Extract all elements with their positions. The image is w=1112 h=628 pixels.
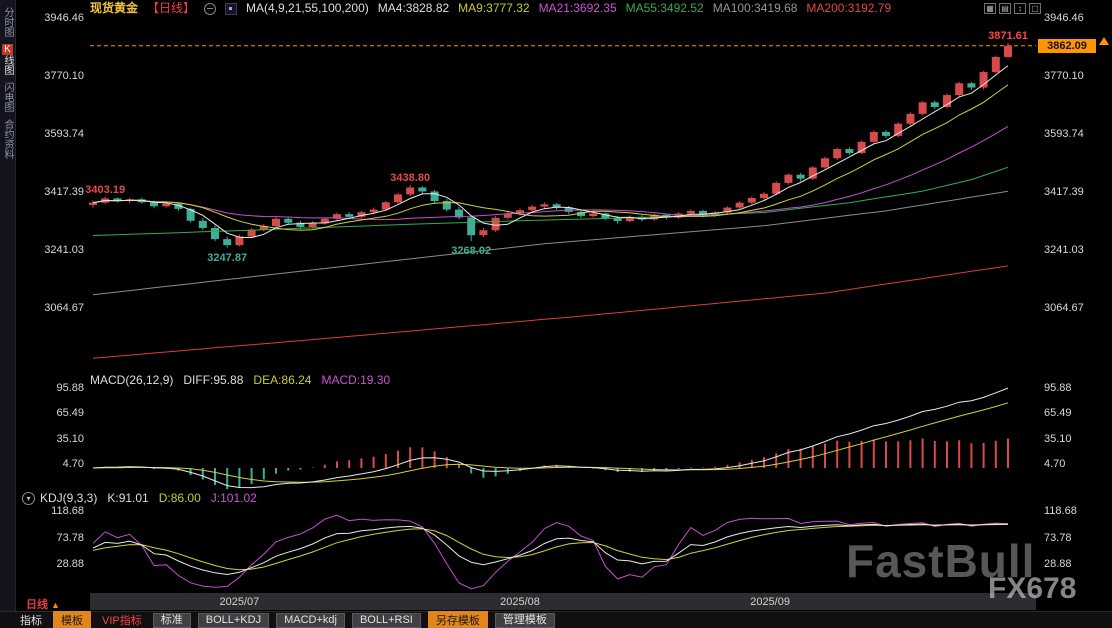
kdj-panel-header: KDJ(9,3,3) K:91.01 D:86.00 J:101.02 [40, 491, 257, 505]
x-axis-label: 2025/08 [500, 596, 540, 608]
kdj-j-value: J:101.02 [210, 491, 257, 505]
time-axis[interactable] [90, 593, 1036, 610]
chevron-down-icon: ▾ [26, 494, 31, 503]
candles-layer [89, 42, 1012, 248]
macd-panel-header: MACD(26,12,9) DIFF:95.88 DEA:86.24 MACD:… [90, 373, 390, 387]
new-window-icon[interactable]: ▢ [1029, 3, 1041, 14]
axis-tick-label: 3064.67 [1044, 302, 1084, 314]
kdj-d-value: D:86.00 [158, 491, 201, 505]
resize-icon[interactable]: ↕ [1014, 3, 1026, 14]
macd-params-label[interactable]: MACD(26,12,9) [90, 373, 174, 387]
axis-tick-label: 4.70 [1044, 458, 1066, 470]
grid-view-icon[interactable]: ▦ [984, 3, 996, 14]
sidebar-tab-kline-label: 线图 [2, 55, 13, 75]
ma100-value: MA100:3419.68 [712, 1, 798, 15]
indicator-header: 现货黄金 【日线】 MA(4,9,21,55,100,200) MA4:3828… [90, 2, 891, 15]
axis-tick-label: 3946.46 [1044, 12, 1084, 24]
axis-tick-label: 118.68 [51, 505, 84, 517]
axis-tick-label: 3241.03 [44, 244, 84, 256]
marker-icon[interactable] [225, 2, 238, 15]
window-controls: ▦ ▤ ↕ ▢ [984, 3, 1041, 14]
axis-tick-label: 95.88 [1044, 382, 1072, 394]
x-axis-label: 2025/09 [750, 596, 790, 608]
price-annotation: 3247.87 [207, 251, 248, 264]
tab-boll-rsi[interactable]: BOLL+RSI [351, 612, 421, 628]
axis-tick-label: 3417.39 [1044, 186, 1084, 198]
axis-tick-label: 118.68 [1044, 505, 1077, 517]
macd-bar-value: MACD:19.30 [321, 373, 391, 387]
axis-tick-label: 35.10 [56, 433, 84, 445]
panel-toggle-icon[interactable]: ▾ [22, 492, 35, 505]
kdj-k-value: K:91.01 [107, 491, 149, 505]
period-label[interactable]: 日线 ▲ [26, 596, 60, 612]
axis-tick-label: 28.88 [56, 558, 84, 570]
price-annotation: 3268.02 [451, 245, 492, 258]
axis-tick-label: 3064.67 [44, 302, 84, 314]
sidebar-tab-kline-chart[interactable]: K线图 [1, 44, 14, 75]
symbol-name[interactable]: 现货黄金 [90, 1, 139, 15]
macd-dea-value: DEA:86.24 [253, 373, 312, 387]
ma-group-label: MA(4,9,21,55,100,200) [246, 1, 369, 15]
sidebar-tab-contract-info[interactable]: 合约资料 [2, 119, 13, 159]
ma55-value: MA55:3492.52 [625, 1, 704, 15]
macd-layer [92, 387, 1009, 490]
tab-macd-kdj[interactable]: MACD+kdj [276, 612, 345, 628]
price-arrow-icon [1099, 36, 1109, 45]
price-annotation: 3438.80 [390, 171, 431, 184]
ma-lines-layer [92, 65, 1009, 359]
kdj-layer [92, 514, 1009, 590]
left-price-axis: 3946.46 3770.10 3593.74 3417.39 3241.03 3064.… [0, 0, 86, 628]
ma4-value: MA4:3828.82 [377, 1, 450, 15]
axis-tick-label: 3770.10 [1044, 70, 1084, 82]
price-annotation: 3871.61 [988, 29, 1028, 42]
right-price-axis: 3946.46 3770.10 3593.74 3417.39 3241.03 3064.… [1042, 0, 1112, 628]
ma21-value: MA21:3692.35 [538, 1, 617, 15]
axis-tick-label: 3770.10 [44, 70, 84, 82]
layout-icon[interactable]: ▤ [999, 3, 1011, 14]
tab-standard[interactable]: 标准 [152, 612, 191, 628]
axis-tick-label: 3593.74 [44, 128, 84, 140]
save-template-button[interactable]: 另存模板 [427, 611, 488, 628]
manage-template-button[interactable]: 管理模板 [494, 612, 555, 628]
tab-vip-indicators[interactable]: VIP指标 [102, 615, 142, 627]
axis-tick-label: 3946.46 [44, 12, 84, 24]
axis-tick-label: 73.78 [1044, 532, 1072, 544]
sidebar-tab-lightning-chart[interactable]: 闪电图 [2, 82, 13, 112]
collapse-icon[interactable] [204, 2, 217, 15]
tab-indicators[interactable]: 指标 [20, 615, 42, 627]
ma9-value: MA9:3777.32 [458, 1, 530, 15]
axis-tick-label: 65.49 [1044, 407, 1072, 419]
axis-tick-label: 73.78 [56, 532, 84, 544]
period-text: 日线 [26, 599, 48, 611]
chart-type-sidebar: 分时图 K线图 闪电图 合约资料 [0, 0, 16, 628]
period-badge[interactable]: 【日线】 [147, 1, 196, 15]
macd-diff-value: DIFF:95.88 [183, 373, 244, 387]
bottom-toolbar: 指标 模板 VIP指标 标准 BOLL+KDJ MACD+kdj BOLL+RS… [0, 611, 1112, 628]
last-price-tag: 3862.09 [1038, 38, 1096, 53]
axis-tick-label: 65.49 [56, 407, 84, 419]
price-annotation: 3403.19 [85, 183, 126, 196]
tab-boll-kdj[interactable]: BOLL+KDJ [197, 612, 270, 628]
kdj-params-label[interactable]: KDJ(9,3,3) [40, 491, 98, 505]
axis-tick-label: 3593.74 [1044, 128, 1084, 140]
ma200-value: MA200:3192.79 [806, 1, 892, 15]
axis-tick-label: 3417.39 [44, 186, 84, 198]
sidebar-tab-time-chart[interactable]: 分时图 [2, 7, 13, 37]
axis-tick-label: 95.88 [56, 382, 84, 394]
tab-templates[interactable]: 模板 [53, 611, 91, 628]
axis-tick-label: 28.88 [1044, 558, 1072, 570]
axis-tick-label: 3241.03 [1044, 244, 1084, 256]
axis-tick-label: 35.10 [1044, 433, 1072, 445]
sidebar-tab-kline-hotkey: K [2, 44, 13, 55]
axis-tick-label: 4.70 [62, 458, 84, 470]
period-up-arrow-icon: ▲ [51, 600, 60, 610]
x-axis-label: 2025/07 [219, 596, 260, 608]
